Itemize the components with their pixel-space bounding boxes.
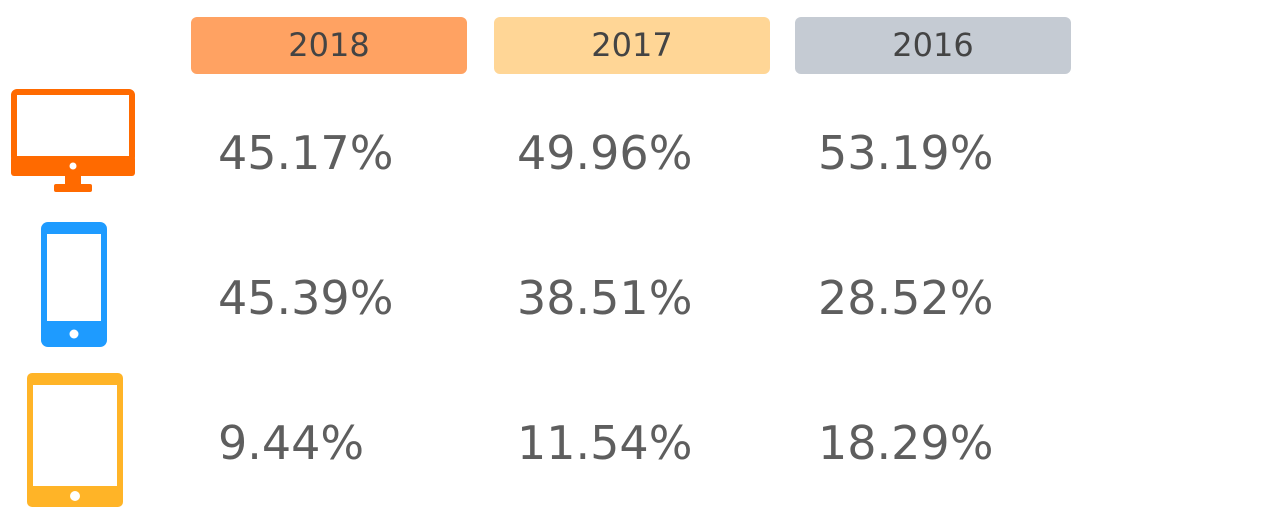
share-value: 45.17% xyxy=(218,126,394,180)
share-value: 28.52% xyxy=(818,271,994,325)
share-value: 53.19% xyxy=(818,126,994,180)
share-value: 18.29% xyxy=(818,416,994,470)
share-value: 9.44% xyxy=(218,416,365,470)
year-header: 2017 xyxy=(494,17,770,74)
share-value: 49.96% xyxy=(517,126,693,180)
share-value: 11.54% xyxy=(517,416,693,470)
tablet-icon xyxy=(27,373,123,507)
share-value: 38.51% xyxy=(517,271,693,325)
year-header: 2018 xyxy=(191,17,467,74)
phone-icon xyxy=(41,222,107,347)
year-header: 2016 xyxy=(795,17,1071,74)
desktop-icon xyxy=(11,89,135,192)
share-value: 45.39% xyxy=(218,271,394,325)
